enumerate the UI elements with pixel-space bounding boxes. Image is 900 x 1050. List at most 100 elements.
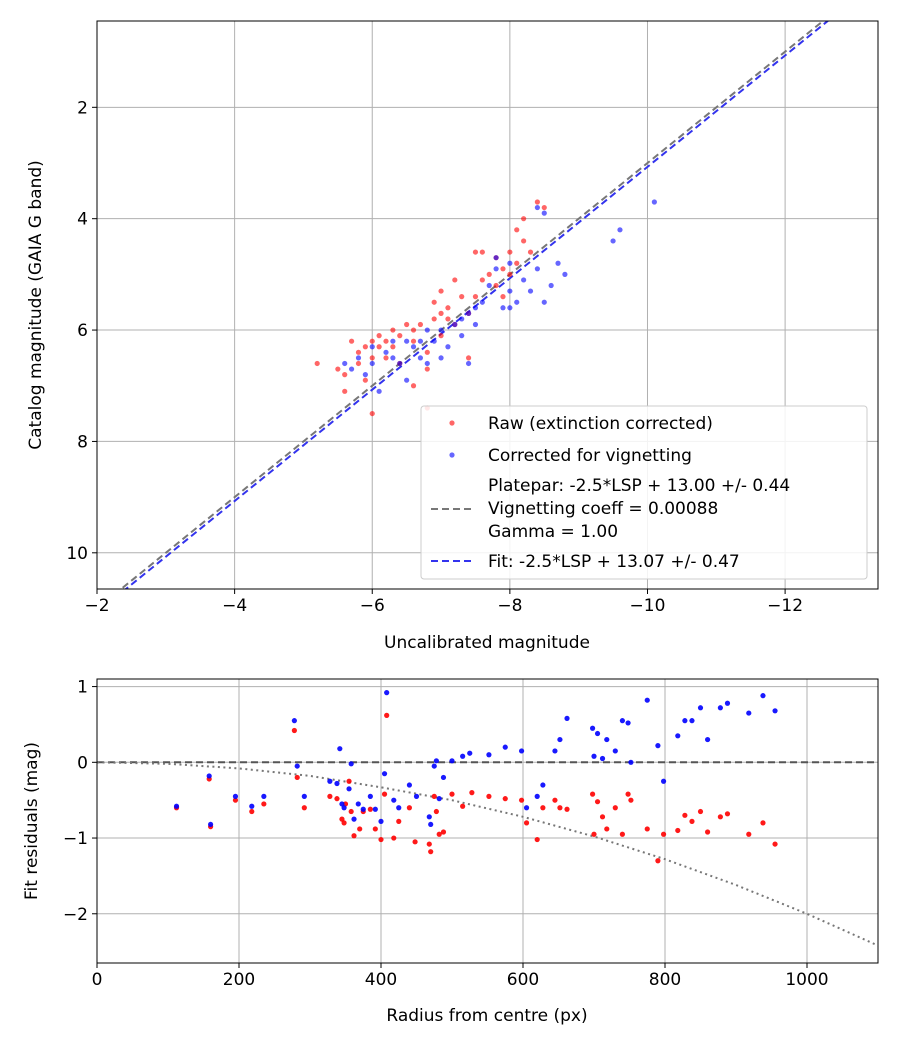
x-axis-label: Radius from centre (px) — [386, 1006, 587, 1026]
data-point — [438, 333, 444, 339]
x-tick-label: 600 — [507, 970, 539, 990]
data-point — [705, 736, 711, 743]
data-point — [342, 360, 348, 367]
x-tick-label: 1000 — [785, 970, 828, 990]
x-tick-label: −8 — [497, 596, 522, 616]
y-tick-label: 1 — [77, 678, 88, 698]
data-point — [346, 786, 352, 792]
data-point — [369, 410, 375, 417]
data-point — [527, 249, 534, 255]
data-point — [431, 338, 437, 344]
data-point — [348, 366, 355, 372]
data-point — [465, 355, 472, 361]
data-point — [436, 831, 442, 837]
data-point — [362, 372, 368, 378]
data-point — [335, 366, 341, 372]
legend: Raw (extinction corrected) Corrected for… — [420, 405, 868, 580]
legend-marker-corrected — [449, 452, 455, 458]
data-point — [507, 305, 513, 311]
y-tick-label: 10 — [66, 544, 88, 564]
data-point — [428, 849, 434, 855]
data-point — [521, 238, 527, 244]
data-point — [469, 790, 475, 796]
data-point — [301, 793, 307, 799]
data-point — [341, 820, 347, 826]
data-point — [438, 310, 444, 316]
data-point — [746, 710, 752, 716]
data-point — [424, 360, 430, 367]
data-point — [381, 791, 388, 797]
data-point — [424, 366, 430, 372]
data-point — [449, 791, 455, 797]
data-point — [355, 349, 362, 355]
data-point — [534, 836, 540, 843]
data-point — [384, 690, 390, 696]
data-point — [376, 333, 382, 339]
y-tick-label: 0 — [77, 753, 88, 773]
data-point — [327, 778, 333, 784]
data-point — [337, 746, 343, 752]
data-point — [208, 821, 214, 828]
data-point — [486, 282, 492, 289]
data-point — [438, 327, 444, 333]
data-point — [391, 797, 397, 803]
data-point — [651, 199, 657, 205]
data-point — [433, 758, 439, 764]
data-point — [502, 796, 508, 802]
axis-ticks: −2 −4 −6 −8 −10 −12 2 4 6 8 10 — [66, 98, 803, 616]
data-point — [675, 827, 681, 834]
data-point — [383, 349, 389, 355]
data-point — [599, 814, 606, 820]
data-point — [426, 841, 432, 847]
data-point — [612, 748, 618, 754]
data-point — [493, 266, 499, 272]
data-point — [294, 763, 300, 769]
data-point — [534, 199, 540, 205]
data-point — [472, 249, 479, 255]
data-point — [507, 271, 513, 277]
data-point — [341, 805, 347, 811]
data-point — [540, 805, 546, 811]
data-point — [452, 321, 458, 328]
data-point — [452, 277, 458, 283]
data-point — [675, 733, 681, 739]
data-point — [355, 355, 362, 361]
data-point — [406, 805, 412, 811]
data-point — [206, 773, 212, 779]
data-point — [760, 820, 766, 826]
x-tick-label: −12 — [767, 596, 803, 616]
data-point — [479, 249, 485, 255]
data-point — [410, 338, 417, 344]
data-point — [625, 791, 631, 797]
data-point — [507, 288, 513, 294]
data-point — [249, 808, 255, 815]
data-point — [390, 327, 396, 333]
data-point — [552, 748, 558, 754]
data-point — [362, 377, 368, 383]
plot-frame — [96, 678, 879, 964]
data-point — [521, 216, 527, 222]
data-point — [390, 344, 396, 350]
data-point — [459, 294, 465, 300]
data-point — [682, 812, 688, 818]
data-point — [369, 360, 375, 367]
data-point — [355, 360, 362, 367]
legend-label-platepar-3: Gamma = 1.00 — [488, 522, 618, 542]
data-point — [521, 277, 527, 283]
data-point — [459, 316, 465, 322]
axis-ticks: 0 200 400 600 800 1000 1 0 −1 −2 — [63, 678, 829, 990]
data-point — [346, 778, 352, 784]
data-point — [410, 383, 417, 389]
data-point — [438, 355, 444, 361]
data-point — [717, 814, 723, 820]
data-point — [445, 344, 451, 350]
data-point — [591, 831, 597, 837]
data-point — [440, 774, 447, 781]
data-point — [557, 805, 563, 811]
x-tick-label: −10 — [630, 596, 666, 616]
y-tick-label: −2 — [63, 905, 88, 925]
y-tick-label: 6 — [77, 321, 88, 341]
legend-label-fit: Fit: -2.5*LSP + 13.07 +/- 0.47 — [488, 552, 740, 572]
data-point — [479, 299, 485, 305]
